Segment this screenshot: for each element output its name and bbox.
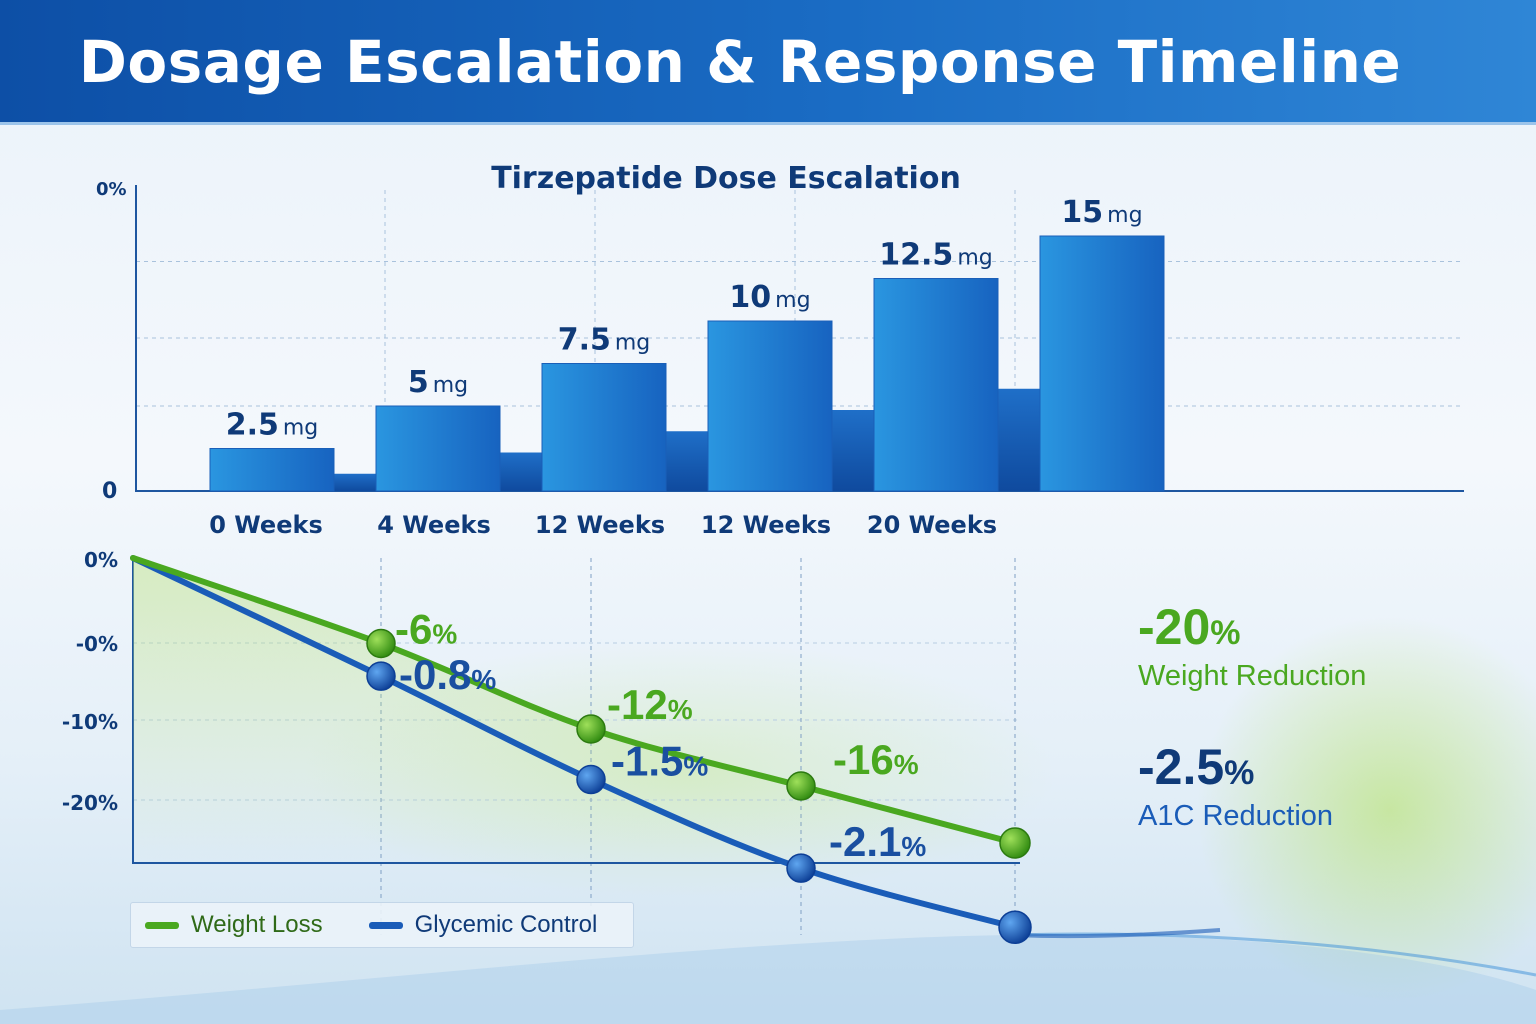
bar-shadow: [334, 473, 388, 491]
summary-weight-label: Weight Reduction: [1138, 660, 1367, 692]
line-point-label-pct: %: [901, 831, 926, 862]
bar-data-label-number: 2.5: [226, 408, 279, 443]
bar: [375, 405, 501, 492]
bar-data-label: 2.5 mg: [226, 408, 319, 443]
glycemic-control-point: [998, 910, 1032, 944]
bar-data-label-unit: mg: [283, 416, 318, 441]
line-point-label-number: -16: [833, 736, 894, 783]
line-point-label: -6%: [395, 606, 457, 653]
bar: [209, 448, 335, 492]
summary-a1c-label: A1C Reduction: [1138, 800, 1334, 832]
weight-loss-point: [366, 628, 396, 659]
line-point-label-number: -1.5: [611, 738, 683, 785]
bar-data-label: 5 mg: [408, 365, 468, 400]
line-y-tick-labels: 0% -0% -10% -20%: [62, 548, 118, 815]
legend-item-weight-loss: Weight Loss: [145, 911, 323, 939]
bar-chart-title: Tirzepatide Dose Escalation: [491, 161, 961, 196]
legend-label-weight-loss: Weight Loss: [191, 911, 323, 938]
bar-category-label: 20 Weeks: [867, 511, 997, 539]
line-y-tick-label: -0%: [76, 632, 118, 656]
summary-a1c: -2.5% A1C Reduction: [1138, 738, 1333, 833]
line-point-label-number: -6: [395, 606, 432, 653]
summary-weight-value: -20%: [1138, 598, 1366, 656]
line-point-label-number: -12: [607, 681, 668, 728]
glycemic-control-point: [576, 764, 606, 795]
weight-loss-point: [576, 714, 606, 744]
legend-label-glycemic-control: Glycemic Control: [414, 911, 598, 938]
summary-a1c-value: -2.5%: [1138, 738, 1333, 796]
background-glow-right: [1180, 600, 1536, 1020]
line-point-labels: -6%-12%-16%-0.8%-1.5%-2.1%: [395, 606, 926, 866]
bar-y-tick-zero: 0: [102, 479, 117, 504]
line-points: [366, 628, 1032, 944]
bar-series: [209, 235, 1165, 492]
bar-data-label: 15 mg: [1061, 195, 1142, 230]
bar-category-label: 0 Weeks: [209, 511, 322, 539]
line-point-label-pct: %: [668, 694, 693, 725]
line-point-label-number: -2.1: [829, 818, 901, 865]
summary-weight-number: -20: [1138, 599, 1211, 655]
summary-weight: -20% Weight Reduction: [1138, 598, 1366, 693]
line-y-tick-label: -20%: [62, 791, 118, 815]
bar-data-label-number: 12.5: [879, 238, 953, 273]
bar-data-label-number: 5: [408, 365, 429, 400]
bar-data-label-unit: mg: [615, 331, 650, 356]
line-y-tick-label: 0%: [84, 548, 118, 572]
bar: [707, 320, 833, 492]
bar: [541, 363, 667, 492]
bar-data-label-unit: mg: [1107, 203, 1142, 228]
bar-data-label-unit: mg: [433, 373, 468, 398]
bar-data-label: 7.5 mg: [558, 323, 651, 358]
line-point-label: -2.1%: [829, 818, 926, 865]
line-point-label-pct: %: [894, 749, 919, 780]
glycemic-control-point: [786, 853, 816, 883]
line-point-label-number: -0.8: [399, 651, 471, 698]
bar-data-label: 12.5 mg: [879, 238, 992, 273]
glycemic-control-point: [366, 661, 396, 691]
legend-swatch-weight-loss: [145, 921, 179, 929]
bar-data-label-number: 10: [729, 280, 771, 315]
line-point-label: -16%: [833, 736, 919, 783]
bar-category-labels: 0 Weeks 4 Weeks 12 Weeks 12 Weeks 20 Weeks: [209, 511, 997, 539]
line-point-label-pct: %: [471, 664, 496, 695]
summary-a1c-number: -2.5: [1138, 739, 1225, 795]
legend-item-glycemic-control: Glycemic Control: [368, 911, 598, 939]
bar-category-label: 12 Weeks: [701, 511, 831, 539]
weight-loss-point: [999, 827, 1031, 859]
bar-data-label-number: 7.5: [558, 323, 611, 358]
bar-category-label: 4 Weeks: [377, 511, 490, 539]
chart-legend: Weight Loss Glycemic Control: [130, 902, 634, 948]
bar-y-tick-top: 0%: [96, 179, 127, 200]
bar: [1039, 235, 1165, 492]
bar: [873, 278, 999, 492]
legend-swatch-glycemic-control: [368, 921, 403, 929]
header-banner: Dosage Escalation & Response Timeline: [0, 0, 1536, 125]
bar-data-label: 10 mg: [729, 280, 810, 315]
line-point-label-pct: %: [683, 751, 708, 782]
decorative-wave: [0, 934, 1536, 1024]
line-point-label: -1.5%: [611, 738, 708, 785]
line-point-label: -12%: [607, 681, 693, 728]
glycemic-control-line-tail: [1014, 928, 1221, 939]
line-point-label: -0.8%: [399, 651, 496, 698]
bar-category-label: 12 Weeks: [535, 511, 665, 539]
summary-a1c-pct: %: [1224, 754, 1255, 792]
weight-loss-point: [786, 771, 816, 801]
bar-data-label-unit: mg: [775, 288, 810, 313]
line-point-label-pct: %: [432, 619, 457, 650]
bar-data-label-number: 15: [1061, 195, 1103, 230]
line-y-tick-label: -10%: [62, 710, 118, 734]
page-title: Dosage Escalation & Response Timeline: [78, 28, 1402, 96]
bar-data-label-unit: mg: [957, 246, 992, 271]
summary-weight-pct: %: [1210, 614, 1241, 652]
